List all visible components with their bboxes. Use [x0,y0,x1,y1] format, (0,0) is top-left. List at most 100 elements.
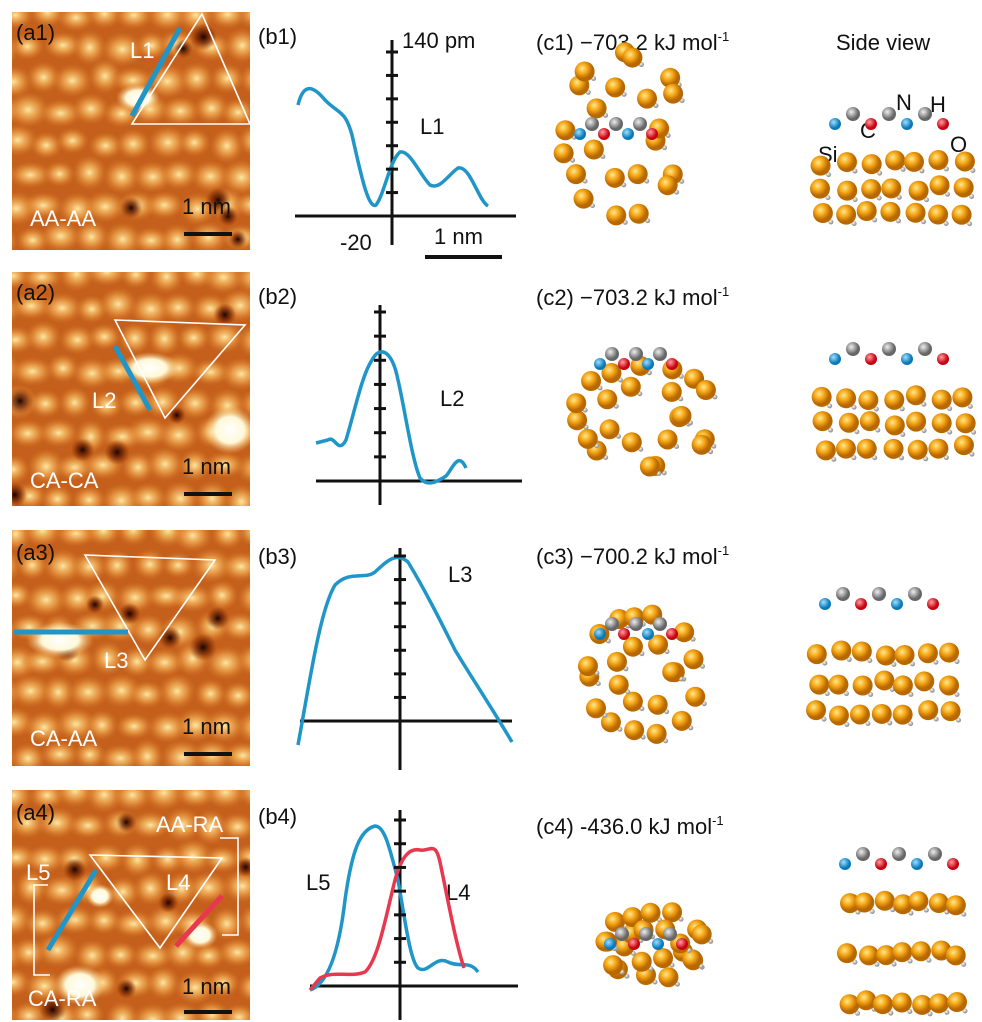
scale-label: 1 nm [182,714,231,739]
atom [865,118,877,130]
stm-blob [253,484,292,516]
atom [881,178,901,198]
stm-hole [159,626,182,649]
stm-blob [43,161,75,187]
stm-hole [120,197,142,219]
stm-blob [162,552,195,578]
line-label: L3 [104,648,128,673]
atom [594,628,606,640]
stm-blob [210,128,244,163]
energy: −700.2 [580,544,648,569]
atom [653,948,673,968]
atom [952,205,972,225]
atom [860,411,880,431]
stm-blob [252,422,292,450]
atom [554,143,574,163]
stm-blob [236,643,276,677]
atom [666,358,678,370]
atom [956,413,976,433]
stm-blob [0,64,2,99]
atom [882,107,896,121]
stm-blob [0,417,13,451]
stm-blob [0,453,7,486]
atom [928,847,942,861]
profiles: (b1) 140 pm -20 1 nm L1 (b2) L2 (b3) L3 … [258,24,522,1020]
atom [682,949,702,969]
unit-exponent: -1 [712,813,724,828]
atom [850,704,870,724]
atom [640,456,660,476]
atom [856,990,876,1010]
stm-hole [158,893,178,913]
atom [947,992,967,1012]
atom [836,205,856,225]
atom [662,662,682,682]
atom [918,700,938,720]
energy: −703.2 [580,285,648,310]
stm-blob [0,323,6,355]
stm-hole [189,634,217,662]
energy-label: (c2) −703.2 kJ mol-1 [536,284,729,310]
stm-hole [71,438,95,462]
atom [594,358,606,370]
unit: kJ mol [654,285,718,310]
atom [666,628,678,640]
stm-blob [0,129,8,162]
profile-curve [310,826,478,990]
atom [906,412,926,432]
atom [854,893,874,913]
stm-blob [248,615,290,645]
stm-blob [224,28,260,63]
stm-blob [0,384,6,417]
atom [918,342,932,356]
panel-label: (c3) [536,544,574,569]
atom [872,587,886,601]
atom [906,203,926,223]
stm-blob [238,580,275,614]
atom [603,955,623,975]
stm-blob [116,515,150,546]
stm-adsorbate [86,884,114,908]
atom [597,389,617,409]
curve-label: L3 [448,562,472,587]
atom [893,705,913,725]
atom [658,429,678,449]
atom [937,353,949,365]
stm-blob [220,552,262,582]
atom [892,847,906,861]
stm-blob [220,357,262,390]
atom [639,927,653,941]
stm-blob [0,909,2,938]
axis-max: 140 pm [402,28,475,53]
atom [895,645,915,665]
atom [937,118,949,130]
curve-label: L1 [420,114,444,139]
curve-label: L5 [306,870,330,895]
atom [618,358,630,370]
atom [885,150,905,170]
stm-blob [238,125,273,157]
atom [839,413,859,433]
stm-hole [63,858,86,881]
atom [840,994,860,1014]
atom [918,107,932,121]
atom [852,642,872,662]
panel-label: (c2) [536,285,574,310]
stm-hole [86,595,104,613]
stm-blob [248,1001,289,1022]
stm-blob [0,187,2,222]
energy-label: (c4) -436.0 kJ mol-1 [536,813,724,839]
stm-blob [217,938,257,967]
stm-blob [238,323,276,358]
atom [647,724,667,744]
stm-blob [101,550,133,581]
stm-blob [158,673,196,709]
stm-blob [0,3,3,32]
stm-hole [116,978,136,998]
line-label: L4 [166,870,190,895]
line-label: L5 [26,860,50,885]
atom [671,406,691,426]
atom [629,347,643,361]
atom [653,347,667,361]
atom [829,705,849,725]
